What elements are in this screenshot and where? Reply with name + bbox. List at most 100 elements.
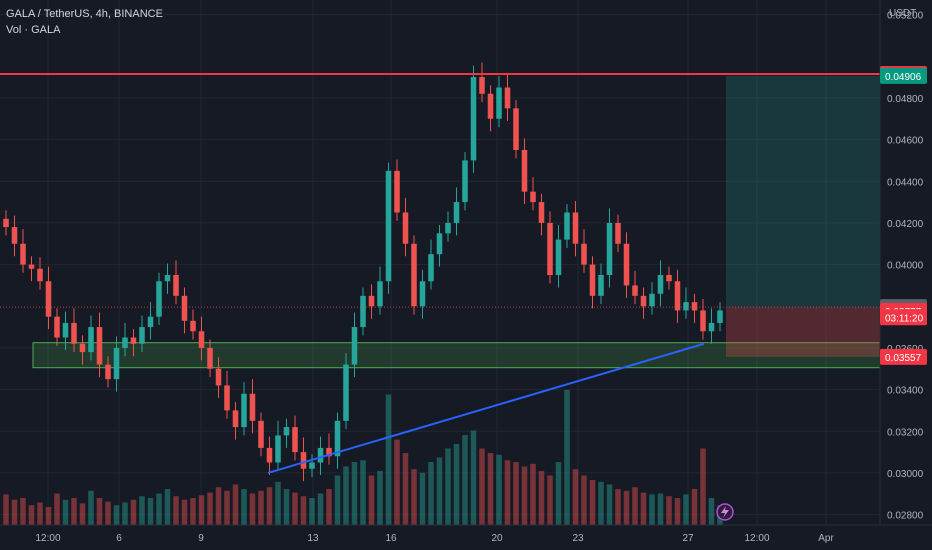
volume-bar	[581, 475, 587, 525]
volume-bar	[190, 498, 196, 525]
volume-bar	[241, 489, 247, 525]
candle-body	[3, 218, 9, 228]
x-tick-label: 16	[385, 533, 397, 544]
candle-body	[445, 222, 451, 234]
candle-body	[717, 310, 723, 323]
volume-bar	[666, 496, 672, 525]
volume-bar	[156, 493, 162, 525]
volume-bar	[88, 490, 94, 525]
candle-body	[190, 320, 196, 332]
candle-body	[45, 281, 52, 317]
candle-body	[428, 254, 434, 282]
candle-body	[368, 295, 375, 307]
candle-body	[504, 87, 511, 109]
volume-bar	[368, 475, 375, 525]
volume-bar	[436, 457, 443, 525]
volume-bar	[130, 499, 137, 525]
candle-body	[334, 420, 341, 457]
candle-body	[547, 222, 553, 275]
candle-body	[462, 160, 468, 203]
volume-bar	[207, 492, 213, 525]
candle-body	[164, 275, 171, 282]
candle-body	[470, 77, 477, 161]
candle-body	[79, 343, 86, 353]
candle-body	[700, 310, 706, 332]
candle-body	[249, 393, 256, 421]
candle-body	[555, 239, 562, 275]
x-tick-label: 9	[198, 533, 204, 544]
candle-body	[241, 393, 247, 428]
x-tick-label: 12:00	[744, 533, 769, 544]
volume-bar	[283, 489, 290, 525]
volume-bar	[606, 484, 613, 525]
candle-body	[657, 275, 664, 294]
volume-bar	[479, 448, 485, 525]
lightning-icon-bolt	[721, 506, 729, 518]
x-tick-label: Apr	[818, 533, 834, 544]
candle-body	[623, 243, 630, 286]
candle-body	[343, 364, 349, 421]
volume-bar	[122, 502, 128, 525]
volume-bar	[113, 505, 120, 525]
candle-body	[266, 447, 273, 463]
y-axis-unit: USDT	[889, 8, 916, 19]
trendline	[267, 342, 705, 474]
volume-bar	[657, 493, 664, 525]
candle-body	[640, 295, 647, 307]
volume-bar	[266, 487, 273, 525]
candle-body	[113, 347, 120, 380]
chart-legend: GALA / TetherUS, 4h, BINANCE Vol · GALA	[6, 6, 163, 38]
volume-bar	[105, 501, 111, 525]
candle-body	[419, 281, 426, 307]
volume-bar	[572, 469, 579, 525]
x-tick-label: 23	[572, 533, 584, 544]
y-tick-label: 0.04400	[887, 177, 924, 188]
y-tick-label: 0.03000	[887, 469, 924, 480]
candle-body	[300, 452, 307, 469]
lightning-icon[interactable]	[716, 503, 734, 521]
candle-body	[606, 222, 613, 275]
volume-bar	[708, 498, 715, 525]
volume-bar	[598, 481, 604, 525]
candle-body	[326, 447, 332, 457]
volume-bar	[54, 493, 60, 525]
y-tick-label: 0.04800	[887, 94, 924, 105]
volume-bar	[700, 448, 706, 525]
volume-bar	[181, 499, 188, 525]
y-tick-label: 0.04600	[887, 136, 924, 147]
candle-body	[708, 322, 715, 332]
volume-bar	[249, 493, 256, 525]
volume-bar	[419, 472, 426, 525]
volume-bar	[428, 462, 434, 525]
candle-body	[453, 202, 460, 223]
candle-body	[377, 281, 383, 307]
candle-body	[37, 268, 43, 282]
x-tick-label: 20	[491, 533, 503, 544]
price-tag-label: 03:11:20	[885, 313, 924, 324]
volume-bar	[496, 454, 502, 525]
volume-bar	[62, 499, 69, 525]
candle-body	[88, 327, 94, 353]
candle-body	[258, 420, 264, 448]
candle-body	[360, 295, 366, 328]
candle-body	[572, 212, 579, 244]
candle-body	[436, 233, 443, 255]
volume-bar	[377, 471, 383, 525]
volume-bar	[360, 460, 366, 525]
candle-body	[683, 302, 689, 311]
x-tick-label: 6	[116, 533, 122, 544]
candle-body	[649, 293, 655, 307]
candle-body	[215, 368, 222, 386]
x-tick-label: 27	[682, 533, 694, 544]
candle-body	[394, 170, 400, 213]
candle-body	[666, 275, 672, 282]
volume-bar	[504, 460, 511, 525]
volume-bar	[453, 444, 460, 525]
volume-bar	[232, 484, 239, 525]
volume-bar	[351, 462, 358, 525]
y-tick-label: 0.04000	[887, 261, 924, 272]
volume-bar	[198, 495, 205, 525]
candle-body	[292, 427, 298, 453]
